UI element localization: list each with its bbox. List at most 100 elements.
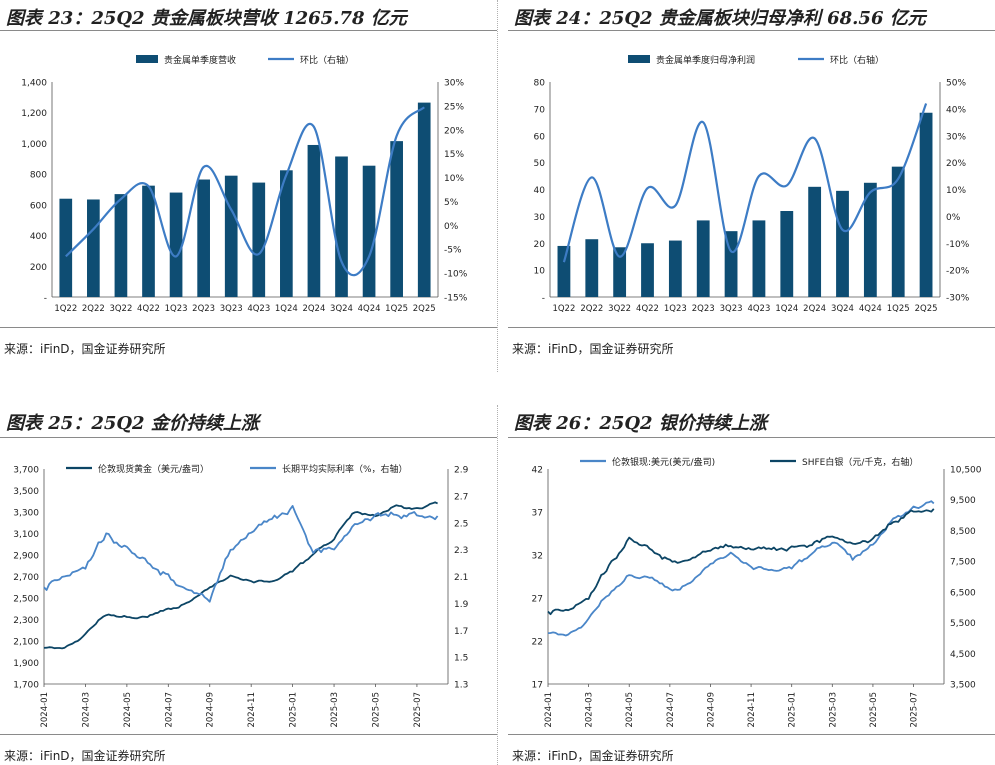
right-tick-label: 20%: [444, 126, 464, 136]
x-tick-label: 2025-03: [828, 692, 838, 728]
right-tick-label: -30%: [946, 294, 970, 304]
bar: [59, 198, 73, 297]
bar: [197, 179, 210, 297]
legend-label: SHFE白银（元/千克，右轴）: [802, 456, 918, 468]
right-tick-label: 3,500: [950, 681, 976, 691]
bar: [808, 186, 822, 297]
x-tick-label: 2025-01: [289, 692, 299, 728]
left-tick-label: 3,500: [13, 487, 39, 497]
left-tick-label: 70: [534, 105, 546, 115]
bar: [307, 144, 321, 297]
x-tick-label: 3Q22: [608, 304, 631, 314]
x-tick-label: 2024-01: [40, 692, 50, 728]
right-tick-label: 4,500: [950, 650, 976, 660]
right-tick-label: 2.7: [454, 492, 468, 502]
x-tick-label: 4Q23: [747, 304, 770, 314]
bar: [668, 240, 682, 297]
bar: [335, 156, 348, 297]
chart-title: 图表 25：25Q2 金价持续上涨: [6, 413, 259, 434]
left-tick-label: 3,700: [13, 466, 39, 476]
left-tick-label: 37: [532, 509, 543, 519]
left-tick-label: 3,100: [13, 530, 39, 540]
legend-label: 环比（右轴）: [830, 54, 884, 66]
legend-label: 环比（右轴）: [300, 54, 354, 66]
bar: [863, 182, 877, 297]
right-tick-label: 1.3: [454, 681, 468, 691]
x-tick-label: 2Q22: [580, 304, 603, 314]
left-tick-label: 800: [30, 171, 47, 181]
left-tick-label: 3,300: [13, 509, 39, 519]
x-tick-label: 4Q23: [247, 304, 270, 314]
right-tick-label: 2.1: [454, 573, 468, 583]
series-line: [562, 103, 928, 263]
legend-label: 贵金属单季度营收: [164, 54, 236, 66]
bar: [362, 165, 376, 297]
x-tick-label: 3Q22: [109, 304, 132, 314]
bar: [224, 175, 238, 297]
x-tick-label: 2Q22: [82, 304, 105, 314]
right-tick-label: 20%: [946, 159, 966, 169]
right-tick-label: 40%: [946, 105, 966, 115]
source-note: 来源：iFinD，国金证券研究所: [512, 342, 674, 356]
series-line: [43, 501, 438, 650]
left-tick-label: 1,400: [21, 79, 47, 89]
panel-silver-price: 图表 26：25Q2 银价持续上涨 17 22 27 32 37 42 3,500 4,500…: [508, 405, 995, 765]
bar: [780, 211, 794, 297]
left-tick-label: 2,100: [13, 638, 39, 648]
bar: [641, 243, 654, 297]
right-tick-label: 0%: [444, 222, 459, 232]
x-tick-label: 2025-05: [869, 692, 879, 728]
right-tick-label: 5,500: [950, 619, 976, 629]
x-tick-label: 1Q24: [275, 304, 298, 314]
x-tick-label: 3Q24: [330, 304, 353, 314]
x-tick-label: 3Q23: [220, 304, 243, 314]
x-tick-label: 2024-07: [164, 692, 174, 728]
left-tick-label: 60: [534, 132, 546, 142]
x-tick-label: 2Q24: [803, 304, 826, 314]
legend-label: 伦敦现货黄金（美元/盎司）: [98, 463, 209, 475]
bar: [696, 220, 710, 297]
x-tick-label: 2025-05: [371, 692, 381, 728]
bar: [142, 185, 155, 297]
right-tick-label: 2.3: [454, 546, 468, 556]
x-tick-label: 2024-11: [747, 692, 757, 728]
bar: [169, 192, 183, 297]
source-note: 来源：iFinD，国金证券研究所: [512, 749, 674, 763]
chart-silver-price: 17 22 27 32 37 42 3,500 4,500 5,500 6,500 7,500 8,5…: [532, 456, 982, 728]
right-tick-label: 6,500: [950, 588, 976, 598]
left-tick-label: 2,500: [13, 595, 39, 605]
left-tick-label: 20: [534, 240, 546, 250]
chart-title: 图表 23：25Q2 贵金属板块营收 1265.78 亿元: [6, 8, 407, 29]
right-tick-label: 1.7: [454, 627, 468, 637]
left-tick-label: 30: [534, 213, 546, 223]
right-tick-label: -5%: [444, 246, 462, 256]
x-tick-label: 1Q24: [775, 304, 798, 314]
left-tick-label: 17: [532, 681, 543, 691]
left-tick-label: -: [542, 294, 545, 304]
x-tick-label: 2025-01: [788, 692, 798, 728]
right-tick-label: 10%: [444, 174, 464, 184]
left-tick-label: 1,700: [13, 681, 39, 691]
legend-swatch-bar: [136, 55, 158, 63]
left-tick-label: 27: [532, 595, 543, 605]
right-tick-label: 25%: [444, 102, 464, 112]
x-tick-label: 2024-05: [625, 692, 635, 728]
left-tick-label: 400: [30, 232, 47, 242]
right-tick-label: 1.5: [454, 654, 468, 664]
legend-swatch-bar: [628, 55, 650, 63]
right-tick-label: 1.9: [454, 600, 469, 610]
right-tick-label: 2.9: [454, 466, 469, 476]
bar: [390, 141, 403, 297]
series-line: [43, 505, 439, 603]
right-tick-label: 30%: [946, 132, 966, 142]
bar: [417, 102, 431, 297]
panel-net-profit: 图表 24：25Q2 贵金属板块归母净利 68.56 亿元 - 10 20 30 40 5…: [508, 0, 995, 372]
x-tick-label: 2Q25: [915, 304, 938, 314]
bar: [114, 194, 128, 297]
x-tick-label: 2025-07: [413, 692, 423, 728]
legend-label: 伦敦银现:美元(美元/盎司): [612, 456, 715, 468]
left-tick-label: 600: [30, 201, 47, 211]
left-tick-label: 2,700: [13, 573, 39, 583]
panel-revenue: 图表 23：25Q2 贵金属板块营收 1265.78 亿元 - 200 400 600…: [0, 0, 497, 372]
left-tick-label: 1,200: [21, 109, 47, 119]
